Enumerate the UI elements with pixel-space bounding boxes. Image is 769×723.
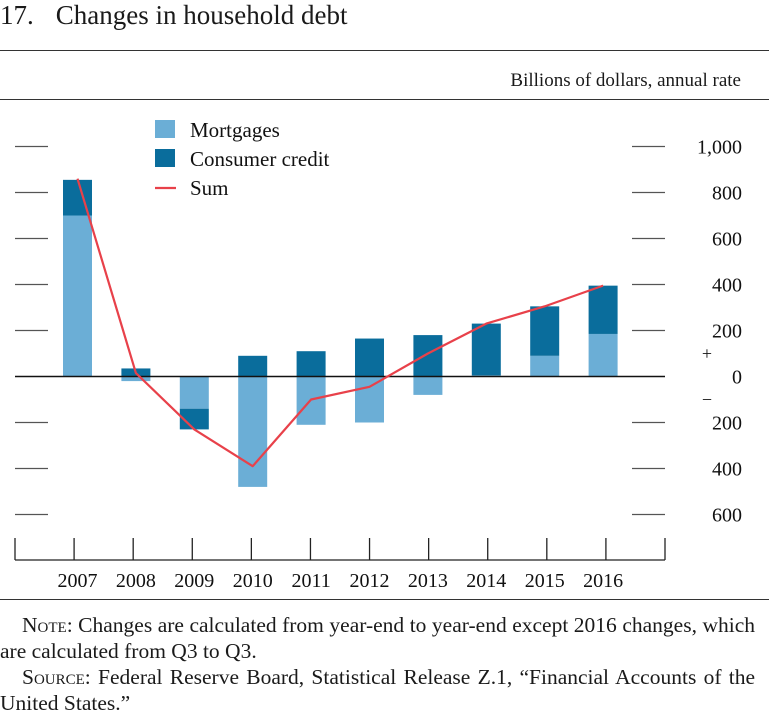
bar-consumer-credit-2010 bbox=[238, 355, 268, 377]
y-negative-sign: − bbox=[702, 390, 712, 410]
top-rule bbox=[0, 50, 769, 51]
x-tick-label-2007: 2007 bbox=[58, 570, 98, 592]
legend-label-sum: Sum bbox=[190, 176, 229, 200]
y-tick-label-4: 200 bbox=[712, 321, 742, 343]
sum-line-layer bbox=[76, 178, 604, 468]
source-text: : Federal Reserve Board, Statistical Rel… bbox=[0, 665, 755, 715]
axis-labels: 1,000 800 600 400 200 0 200 400 600 + − 2007 2008 200… bbox=[58, 137, 743, 593]
note-label: Note bbox=[22, 613, 67, 637]
legend-swatch-consumer-credit bbox=[155, 149, 175, 167]
legend-label-consumer-credit: Consumer credit bbox=[190, 147, 330, 171]
bar-consumer-credit-2014 bbox=[471, 323, 501, 376]
bar-consumer-credit-2009 bbox=[179, 408, 209, 430]
y-positive-sign: + bbox=[702, 344, 712, 364]
figure-title: 17. Changes in household debt bbox=[0, 0, 347, 31]
bar-consumer-credit-2015 bbox=[530, 306, 560, 356]
bar-mortgages-2013 bbox=[413, 376, 443, 395]
footer-rule bbox=[0, 599, 769, 600]
bar-mortgages-2009 bbox=[179, 376, 209, 409]
figure-number: 17. bbox=[0, 0, 34, 30]
y-tick-label-2: 600 bbox=[712, 229, 742, 251]
bar-mortgages-2010 bbox=[238, 376, 268, 487]
note-paragraph: Note: Changes are calculated from year-e… bbox=[0, 612, 755, 664]
bar-mortgages-2012 bbox=[355, 376, 384, 423]
bar-mortgages-2015 bbox=[530, 355, 560, 377]
bars bbox=[63, 179, 618, 487]
bar-mortgages-2016 bbox=[588, 333, 618, 377]
y-tick-label-3: 400 bbox=[712, 275, 742, 297]
bar-mortgages-2008 bbox=[121, 376, 151, 382]
legend-label-mortgages: Mortgages bbox=[190, 118, 280, 142]
x-tick-label-2010: 2010 bbox=[233, 570, 273, 592]
header-rule bbox=[0, 99, 769, 100]
x-tick-label-2012: 2012 bbox=[350, 570, 390, 592]
bar-mortgages-2007 bbox=[63, 215, 92, 377]
x-tick-label-2013: 2013 bbox=[408, 570, 448, 592]
y-tick-label-1: 800 bbox=[712, 183, 742, 205]
source-label: Source bbox=[22, 665, 85, 689]
legend-swatch-mortgages bbox=[155, 120, 175, 138]
x-tick-label-2011: 2011 bbox=[291, 570, 330, 592]
y-tick-label-8: 600 bbox=[712, 505, 742, 527]
x-tick-label-2008: 2008 bbox=[116, 570, 156, 592]
x-tick-label-2014: 2014 bbox=[466, 570, 506, 592]
bar-consumer-credit-2012 bbox=[355, 338, 384, 377]
source-paragraph: Source: Federal Reserve Board, Statistic… bbox=[0, 664, 755, 716]
y-tick-label-5: 0 bbox=[732, 367, 742, 389]
bar-consumer-credit-2016 bbox=[588, 285, 618, 334]
notes-block: Note: Changes are calculated from year-e… bbox=[0, 612, 755, 716]
y-tick-label-7: 400 bbox=[712, 459, 742, 481]
household-debt-chart: 1,000 800 600 400 200 0 200 400 600 + − 2007 2008 200… bbox=[14, 118, 743, 593]
note-text: : Changes are calculated from year-end t… bbox=[0, 613, 755, 663]
x-tick-label-2016: 2016 bbox=[583, 570, 623, 592]
sum-line bbox=[76, 178, 604, 468]
units-label: Billions of dollars, annual rate bbox=[510, 70, 741, 91]
y-tick-label-6: 200 bbox=[712, 413, 742, 435]
x-tick-label-2009: 2009 bbox=[174, 570, 214, 592]
x-tick-label-2015: 2015 bbox=[525, 570, 565, 592]
y-tick-label-0: 1,000 bbox=[697, 137, 742, 159]
legend: Mortgages Consumer credit Sum bbox=[155, 118, 330, 200]
axis-ticks bbox=[14, 145, 666, 561]
figure-title-text: Changes in household debt bbox=[55, 0, 348, 30]
bar-consumer-credit-2011 bbox=[296, 351, 326, 377]
bar-consumer-credit-2013 bbox=[413, 335, 443, 377]
